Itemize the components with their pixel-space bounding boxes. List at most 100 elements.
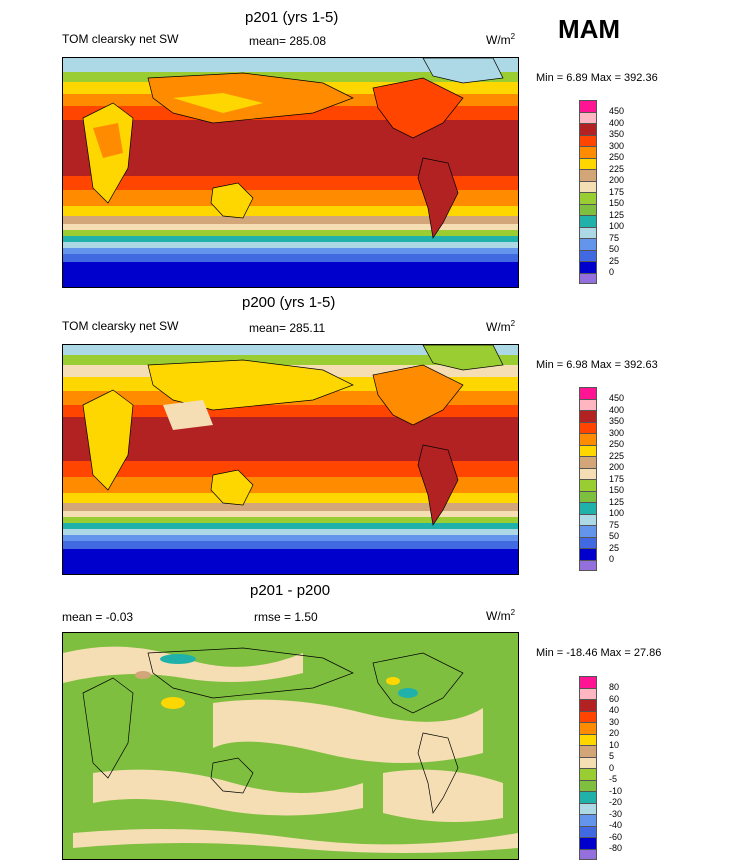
legend-swatch [579, 215, 597, 227]
legend-swatch [579, 467, 597, 479]
legend-swatch [579, 192, 597, 204]
legend-level-label: 300 [609, 140, 625, 151]
legend-swatch [579, 791, 597, 803]
legend-level-label: 20 [609, 728, 620, 738]
panel1-legend [579, 100, 597, 284]
panel3-legend [579, 676, 597, 860]
panel1-variable: TOM clearsky net SW [62, 32, 179, 46]
panel3-minmax: Min = -18.46 Max = 27.86 [536, 647, 662, 659]
legend-level-label: 250 [609, 152, 625, 162]
legend-level-label: 30 [609, 716, 620, 727]
legend-swatch [579, 536, 597, 548]
legend-level-label: 5 [609, 751, 615, 761]
legend-swatch [579, 490, 597, 502]
legend-swatch [579, 387, 597, 399]
legend-swatch [579, 111, 597, 123]
legend-level-label: 400 [609, 404, 625, 415]
legend-level-label: 60 [609, 693, 620, 704]
legend-swatch [579, 722, 597, 734]
panel1-map-drawing [63, 58, 518, 287]
legend-swatch [579, 180, 597, 192]
legend-swatch [579, 548, 597, 560]
legend-swatch [579, 559, 597, 571]
legend-level-label: 225 [609, 450, 625, 461]
legend-swatch [579, 733, 597, 745]
legend-swatch [579, 676, 597, 688]
legend-swatch [579, 123, 597, 135]
panel3-mean: mean = -0.03 [62, 610, 134, 624]
legend-swatch [579, 410, 597, 422]
legend-swatch [579, 779, 597, 791]
legend-swatch [579, 814, 597, 826]
legend-level-label: -20 [609, 797, 623, 807]
legend-swatch [579, 837, 597, 849]
panel1-title: p201 (yrs 1-5) [245, 9, 339, 26]
legend-swatch [579, 848, 597, 860]
panel1-minmax: Min = 6.89 Max = 392.36 [536, 72, 658, 84]
panel2-title: p200 (yrs 1-5) [242, 294, 336, 311]
legend-level-label: 250 [609, 439, 625, 449]
legend-level-label: -30 [609, 808, 623, 819]
legend-level-label: -40 [609, 820, 623, 830]
legend-level-label: 50 [609, 531, 620, 541]
legend-swatch [579, 421, 597, 433]
legend-level-label: 80 [609, 682, 620, 692]
legend-level-label: 75 [609, 519, 620, 530]
legend-level-label: 50 [609, 244, 620, 254]
legend-level-label: 175 [609, 473, 625, 484]
panel2-minmax: Min = 6.98 Max = 392.63 [536, 359, 658, 371]
legend-swatch [579, 687, 597, 699]
legend-swatch [579, 249, 597, 261]
panel2-mean: mean= 285.11 [249, 321, 326, 335]
legend-level-label: 25 [609, 542, 620, 553]
legend-swatch [579, 745, 597, 757]
legend-swatch [579, 272, 597, 284]
legend-swatch [579, 456, 597, 468]
legend-level-label: 400 [609, 117, 625, 128]
panel2-variable: TOM clearsky net SW [62, 319, 179, 333]
legend-level-label: 200 [609, 175, 625, 185]
legend-level-label: 125 [609, 209, 625, 220]
panel1-units: W/m2 [486, 32, 516, 47]
legend-level-label: 200 [609, 462, 625, 472]
legend-swatch [579, 157, 597, 169]
legend-swatch [579, 100, 597, 112]
legend-swatch [579, 261, 597, 273]
legend-swatch [579, 169, 597, 181]
legend-level-label: 125 [609, 496, 625, 507]
legend-swatch [579, 203, 597, 215]
legend-level-label: 100 [609, 508, 625, 518]
legend-level-label: -10 [609, 785, 623, 796]
legend-swatch [579, 825, 597, 837]
legend-swatch [579, 710, 597, 722]
panel3-units: W/m2 [486, 608, 516, 623]
legend-level-label: 225 [609, 163, 625, 174]
legend-swatch [579, 502, 597, 514]
panel2-legend [579, 387, 597, 571]
legend-swatch [579, 238, 597, 250]
legend-swatch [579, 802, 597, 814]
legend-level-label: 10 [609, 739, 620, 750]
legend-level-label: 40 [609, 705, 620, 715]
legend-level-label: 350 [609, 416, 625, 426]
legend-level-label: 75 [609, 232, 620, 243]
legend-level-label: 450 [609, 393, 625, 403]
legend-level-label: 25 [609, 255, 620, 266]
legend-swatch [579, 433, 597, 445]
legend-swatch [579, 226, 597, 238]
legend-level-label: 0 [609, 554, 615, 564]
legend-level-label: 350 [609, 129, 625, 139]
legend-swatch [579, 525, 597, 537]
panel3-title: p201 - p200 [250, 582, 331, 599]
legend-level-label: -5 [609, 774, 618, 784]
legend-level-label: 450 [609, 106, 625, 116]
legend-level-label: -80 [609, 843, 623, 853]
legend-level-label: 300 [609, 427, 625, 438]
panel1-mean: mean= 285.08 [249, 34, 327, 48]
legend-swatch [579, 768, 597, 780]
panel1-map [62, 57, 519, 288]
legend-level-label: 100 [609, 221, 625, 231]
legend-swatch [579, 146, 597, 158]
panel2-map-drawing [63, 345, 518, 574]
legend-swatch [579, 444, 597, 456]
